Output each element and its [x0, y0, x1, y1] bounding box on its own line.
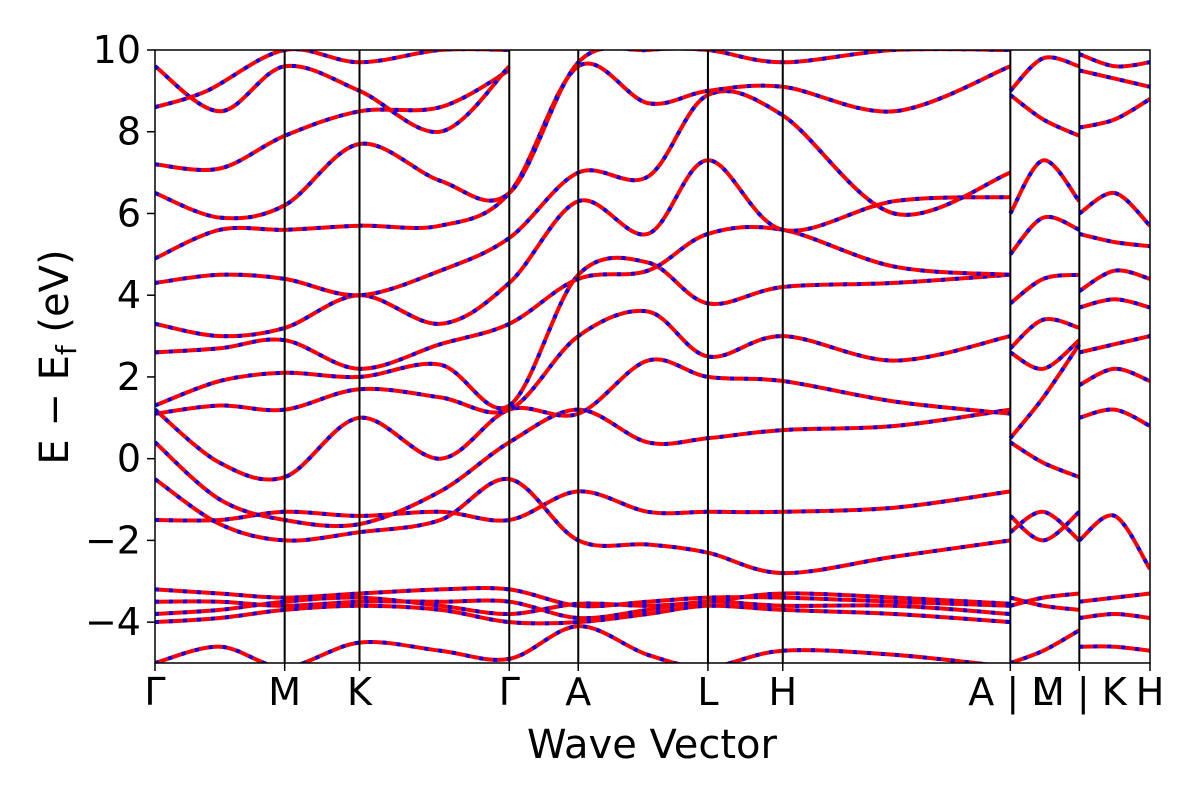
x-axis-label: Wave Vector: [527, 722, 778, 768]
y-axis-label-sub: f: [50, 344, 83, 355]
band-line-solid-18: [155, 624, 993, 663]
band-line-solid-40: [1078, 297, 1150, 310]
y-tick-label-1: −2: [85, 518, 141, 562]
band-line-solid-45: [1078, 68, 1150, 89]
y-tick-label-5: 6: [117, 191, 141, 235]
band-line-solid-44: [1078, 97, 1150, 130]
band-line-solid-6: [155, 407, 1011, 529]
band-line-dashed-23: [1008, 510, 1081, 543]
band-line-solid-21: [1009, 628, 1081, 663]
y-axis-ticks: −4 −2 0 2 4 6 8 10: [85, 28, 155, 644]
band-line-solid-11: [155, 158, 1011, 339]
band-line-dashed-26: [1009, 338, 1081, 371]
x-tick-label-9: H: [1136, 670, 1165, 714]
band-line-dashed-31: [1009, 93, 1081, 138]
y-tick-label-7: 10: [93, 28, 141, 72]
band-line-dashed-30: [1008, 158, 1081, 215]
band-line-solid-39: [1078, 334, 1150, 355]
band-line-solid-19: [1009, 591, 1080, 608]
y-axis-label-main: E − E: [32, 355, 78, 465]
band-line-solid-4: [155, 489, 1011, 523]
band-line-solid-33: [1079, 591, 1150, 604]
band-line-dashed-3: [155, 591, 1011, 617]
band-line-solid-13: [155, 61, 1012, 261]
y-tick-label-4: 4: [117, 273, 141, 317]
band-line-dashed-18: [155, 624, 993, 663]
band-line-dashed-14: [155, 50, 1011, 221]
x-tick-label-4: A: [565, 670, 591, 714]
x-tick-label-8: M | K: [1032, 670, 1128, 715]
band-line-solid-20: [1009, 595, 1080, 612]
band-line-solid-22: [1009, 509, 1081, 542]
band-line-solid-31: [1009, 93, 1081, 138]
y-axis-label: E − Ef (eV): [32, 249, 83, 464]
band-line-solid-35: [1079, 644, 1150, 653]
x-tick-label-1: M: [268, 670, 301, 714]
x-tick-label-7: A | L: [968, 670, 1052, 715]
band-line-solid-23: [1008, 510, 1081, 543]
band-line-solid-32: [1008, 55, 1080, 93]
x-tick-label-5: L: [697, 670, 718, 714]
band-line-dashed-4: [155, 489, 1011, 523]
band-line-dashed-0: [155, 603, 1011, 626]
band-line-dashed-32: [1008, 55, 1080, 93]
band-line-dashed-10: [155, 224, 1011, 371]
band-line-solid-38: [1078, 366, 1150, 387]
band-line-dashed-37: [1078, 407, 1150, 428]
y-tick-label-3: 2: [117, 355, 141, 399]
band-line-solid-42: [1078, 231, 1150, 249]
band-line-solid-10: [155, 224, 1011, 371]
band-line-solid-25: [1008, 343, 1081, 440]
band-line-dashed-2: [155, 598, 1011, 621]
band-line-solid-27: [1008, 317, 1080, 350]
band-line-dashed-5: [155, 477, 1011, 576]
band-line-dashed-43: [1078, 190, 1150, 228]
x-tick-label-6: H: [768, 670, 797, 714]
band-line-dashed-44: [1078, 97, 1150, 130]
band-line-solid-36: [1077, 513, 1150, 571]
y-axis-label-unit: (eV): [32, 249, 78, 345]
band-line-solid-34: [1079, 611, 1150, 620]
band-line-dashed-27: [1008, 317, 1080, 350]
band-line-solid-7: [155, 357, 1011, 482]
band-line-dashed-8: [155, 308, 1011, 416]
band-line-solid-26: [1009, 338, 1081, 371]
y-tick-label-0: −4: [85, 600, 141, 644]
bands-layer: [155, 50, 1150, 663]
band-line-solid-28: [1009, 272, 1080, 306]
band-line-solid-43: [1078, 190, 1150, 228]
band-line-solid-29: [1008, 214, 1081, 256]
band-line-dashed-1: [155, 586, 1011, 609]
x-tick-label-2: K: [347, 670, 373, 714]
band-line-solid-14: [155, 50, 1011, 221]
band-line-solid-41: [1078, 268, 1150, 293]
band-line-dashed-28: [1009, 272, 1080, 306]
band-line-solid-15: [155, 68, 511, 172]
band-line-solid-16: [155, 63, 511, 134]
band-line-solid-37: [1078, 407, 1150, 428]
band-line-dashed-36: [1077, 513, 1150, 571]
band-line-solid-46: [1078, 52, 1150, 69]
plot-frame: [154, 49, 1151, 664]
band-line-dashed-7: [155, 357, 1011, 482]
kpoint-lines: [283, 50, 1081, 663]
x-tick-label-3: Γ: [499, 670, 520, 714]
band-line-dashed-11: [155, 158, 1011, 339]
band-line-solid-24: [1009, 440, 1081, 479]
x-tick-label-0: Γ: [144, 670, 165, 714]
band-line-dashed-17: [155, 50, 510, 110]
y-tick-label-2: 0: [117, 437, 141, 481]
y-tick-label-6: 8: [117, 110, 141, 154]
